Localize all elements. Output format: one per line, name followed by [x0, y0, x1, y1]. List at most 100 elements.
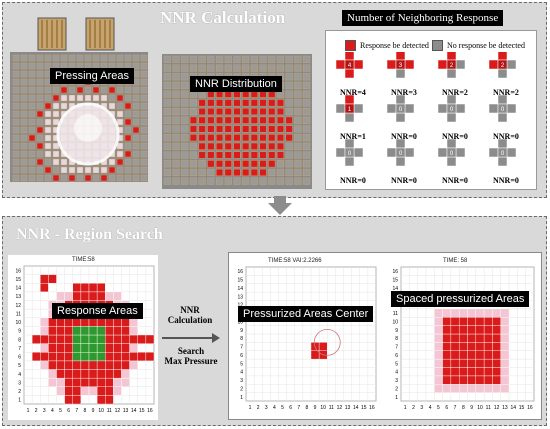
sensor-cell [140, 158, 148, 166]
cross-arm [344, 156, 355, 167]
sensor-cell [44, 110, 52, 118]
sensor-cell [108, 102, 116, 110]
sensor-cell [20, 78, 28, 86]
plot3-header: TIME: 58 [443, 258, 468, 264]
cross-arm [344, 68, 355, 79]
cross-arm [446, 112, 457, 123]
heat-cell [450, 375, 460, 385]
neighbor-crosses: 4 3 2 2 1 0 0 0 0 0 0 0 [335, 52, 517, 167]
sensor-cell [20, 94, 28, 102]
heat-cell [129, 343, 138, 353]
heat-cell [64, 352, 73, 362]
sensor-cell [172, 81, 180, 90]
x-tick-label: 8 [462, 405, 465, 411]
sensor-cell [181, 73, 189, 81]
sensor-cell [276, 107, 285, 116]
nnr-label: NNR=0 [442, 176, 468, 185]
y-tick-label: 4 [395, 370, 398, 376]
sensor-cell [140, 142, 148, 150]
sensor-cell [84, 54, 92, 62]
x-tick-label: 11 [329, 405, 334, 411]
sensor-cell [189, 177, 198, 185]
heat-cell [475, 342, 485, 351]
sensor-cell [294, 125, 302, 133]
sensor-cell [268, 55, 276, 63]
sensor-cell [36, 126, 44, 134]
heat-cell [96, 360, 106, 370]
sensor-cell [28, 102, 36, 110]
sensor-cell [116, 174, 124, 182]
sensor-cell [140, 70, 148, 78]
sensor-cell [100, 94, 108, 102]
sensor-cell [259, 125, 267, 133]
sensor-cell [100, 86, 108, 94]
heat-cell [105, 334, 114, 344]
y-tick-label: 4 [18, 372, 21, 378]
heat-cell [434, 358, 443, 368]
sensor-cell [181, 99, 189, 107]
heat-cell [458, 333, 468, 343]
cross-value: 0 [399, 151, 403, 157]
sensor-cell [233, 125, 241, 133]
heat-cell [64, 395, 73, 405]
sensor-cell [294, 107, 302, 116]
sensor-cell [294, 160, 302, 168]
down-arrow [268, 196, 292, 215]
sensor-cell [44, 134, 52, 142]
x-tick-label: 4 [273, 405, 276, 411]
heat-cell [500, 308, 510, 318]
heat-cell [450, 333, 460, 343]
cross-arm [497, 68, 508, 79]
cross-center [446, 147, 457, 158]
sensor-cell [189, 125, 198, 133]
x-tick-label: 16 [527, 405, 533, 411]
heat-cell [450, 342, 460, 351]
heat-cell [72, 291, 82, 301]
sensor-cell [181, 116, 189, 124]
sensor-cell [163, 125, 171, 133]
sensor-cell [60, 166, 68, 174]
nnr-distribution-grid [162, 54, 312, 189]
heat-cell [31, 334, 41, 344]
sensor-cell [250, 99, 258, 107]
cross-arm [506, 147, 517, 158]
sensor-cell [84, 94, 92, 102]
y-tick-label: 10 [237, 319, 243, 325]
heat-cell [40, 326, 49, 336]
sensor-cell [259, 116, 267, 124]
arrow-line4: Max Pressure [164, 356, 218, 366]
cross-arm [395, 68, 406, 79]
sensor-cell [124, 166, 132, 174]
cross-arm [395, 52, 406, 61]
nnr-label: NNR=2 [493, 88, 519, 97]
sensor-cell [172, 90, 180, 98]
sensor-cell [124, 142, 132, 150]
sensor-cell [189, 116, 198, 124]
heat-cell [96, 343, 106, 353]
x-tick-label: 16 [147, 408, 153, 414]
sensor-cell [250, 142, 258, 150]
sensor-cell [198, 134, 206, 142]
heat-cell [96, 326, 106, 336]
sensor-cell [60, 102, 68, 110]
sensor-cell [207, 160, 215, 168]
cross-value: 0 [399, 107, 403, 113]
cross-arm [446, 68, 457, 79]
sensor-cell [163, 73, 171, 81]
x-tick-label: 5 [59, 408, 62, 414]
sensor-cell [163, 81, 171, 90]
x-tick-label: 10 [477, 405, 483, 411]
heat-cell [467, 367, 477, 377]
heat-cell [88, 386, 98, 396]
sensor-cell [140, 150, 148, 158]
cross-value: 0 [501, 151, 505, 157]
sensor-cell [268, 99, 276, 107]
top-panel-title: NNR Calculation [160, 8, 286, 27]
cross-value: 2 [450, 63, 454, 69]
x-tick-label: 13 [502, 405, 508, 411]
heat-cell [105, 395, 114, 405]
heat-cell [121, 317, 130, 327]
heat-cell [72, 360, 82, 370]
sensor-cell [92, 54, 100, 62]
heat-cell [48, 317, 57, 327]
